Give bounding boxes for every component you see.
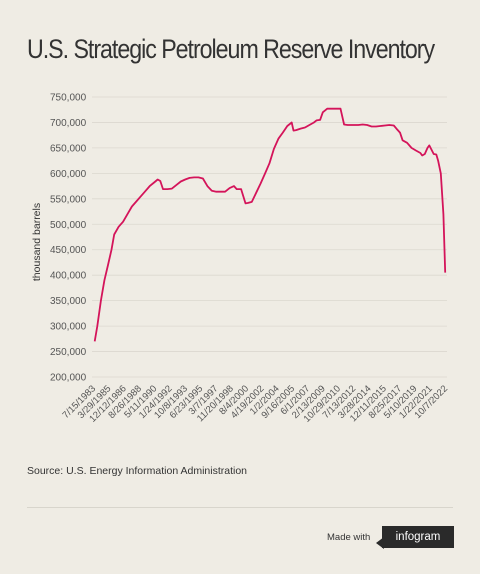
y-axis-ticks: 750,000 700,000 650,000 600,000 550,000 500,0… — [50, 93, 87, 384]
y-tick-label: 450,000 — [50, 245, 87, 256]
y-tick-label: 400,000 — [50, 271, 87, 282]
y-tick-label: 200,000 — [50, 373, 87, 384]
made-with-label: Made with — [327, 532, 371, 543]
y-tick-label: 750,000 — [50, 93, 87, 104]
y-tick-label: 250,000 — [50, 347, 87, 358]
y-tick-label: 350,000 — [50, 296, 87, 307]
infogram-logo-tip — [376, 537, 384, 549]
y-tick-label: 550,000 — [50, 194, 87, 205]
infogram-logo[interactable]: infogram — [382, 526, 454, 548]
y-tick-label: 650,000 — [50, 143, 87, 154]
source-note: Source: U.S. Energy Information Administ… — [27, 465, 248, 477]
y-tick-label: 500,000 — [50, 220, 87, 231]
series-layer — [93, 107, 447, 342]
y-axis-label: thousand barrels — [31, 203, 43, 281]
x-axis-ticks: 7/15/19833/29/198512/12/19868/26/19885/1… — [60, 383, 450, 424]
series-line — [93, 107, 447, 342]
chart-title: U.S. Strategic Petroleum Reserve Invento… — [27, 34, 435, 64]
y-tick-label: 600,000 — [50, 169, 87, 180]
y-tick-label: 700,000 — [50, 118, 87, 129]
gridlines — [92, 96, 447, 378]
footer-divider — [27, 507, 453, 508]
y-tick-label: 300,000 — [50, 322, 87, 333]
